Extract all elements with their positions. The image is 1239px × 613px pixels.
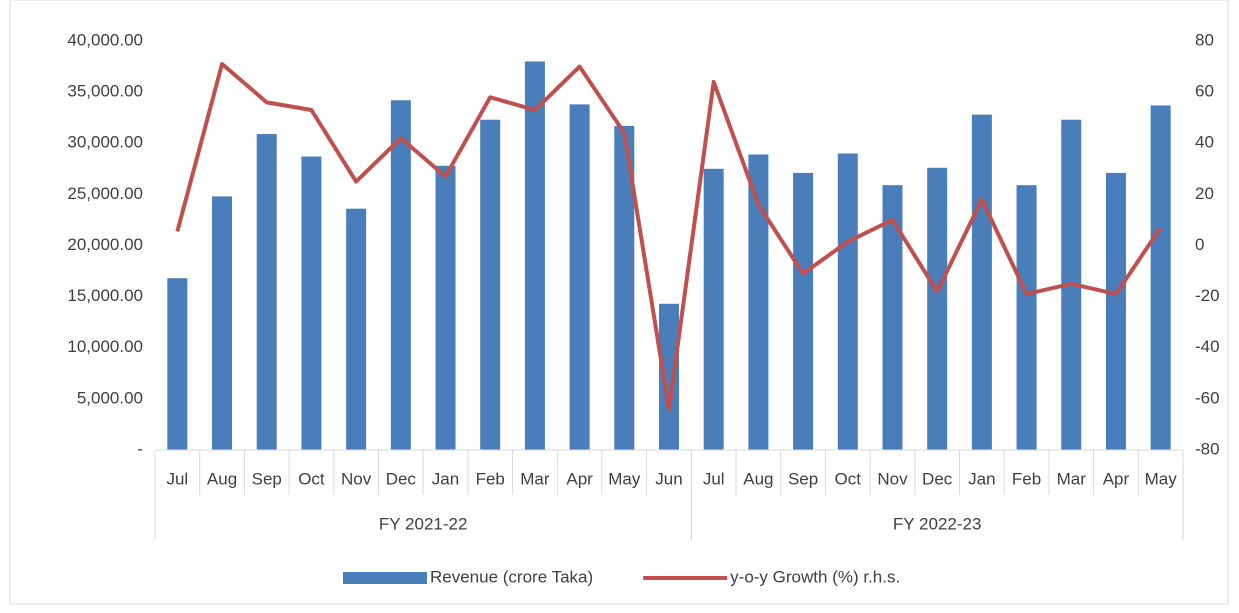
y-tick-label: 20,000.00 (67, 235, 143, 254)
y2-tick-label: -60 (1195, 388, 1220, 407)
bar (390, 100, 411, 451)
y-tick-label: 15,000.00 (67, 286, 143, 305)
bar (167, 278, 188, 450)
bar (927, 167, 948, 451)
x-tick-label: Dec (386, 469, 417, 488)
line-series (175, 62, 1163, 412)
legend-swatch (343, 572, 427, 584)
x-tick-label: Sep (788, 469, 818, 488)
y-tick-label: - (137, 439, 143, 458)
x-tick-label: Nov (341, 469, 372, 488)
bar (569, 104, 590, 451)
y-tick-label: 35,000.00 (67, 82, 143, 101)
group-label: FY 2022-23 (893, 514, 982, 533)
bar (748, 154, 769, 450)
bar (703, 168, 724, 450)
x-tick-label: Apr (1103, 469, 1130, 488)
x-tick-label: Oct (835, 469, 862, 488)
bar (837, 153, 858, 450)
y2-tick-label: 40 (1195, 133, 1214, 152)
x-tick-label: Dec (922, 469, 953, 488)
x-tick-label: May (608, 469, 641, 488)
x-tick-label: Jul (703, 469, 725, 488)
bar (793, 172, 814, 450)
bar (1150, 105, 1171, 450)
y-tick-label: 25,000.00 (67, 184, 143, 203)
x-tick-label: Oct (298, 469, 325, 488)
x-tick-label: Mar (520, 469, 550, 488)
bar (435, 165, 456, 450)
x-tick-label: Feb (476, 469, 505, 488)
y2-tick-label: -40 (1195, 337, 1220, 356)
bar (659, 303, 679, 450)
bar (256, 134, 277, 451)
x-tick-label: Jun (655, 469, 682, 488)
x-tick-label: Feb (1012, 469, 1041, 488)
bar (882, 185, 903, 451)
bar (212, 196, 233, 450)
y-tick-label: 30,000.00 (67, 133, 143, 152)
bar (346, 208, 367, 450)
y2-tick-label: 0 (1195, 235, 1204, 254)
x-tick-label: Jan (968, 469, 995, 488)
x-tick-label: Aug (207, 469, 237, 488)
y-tick-label: 10,000.00 (67, 337, 143, 356)
y2-tick-label: 60 (1195, 82, 1214, 101)
bar (614, 125, 635, 451)
x-tick-label: Sep (252, 469, 282, 488)
legend-label: Revenue (crore Taka) (430, 567, 593, 586)
x-tick-label: Mar (1057, 469, 1087, 488)
x-tick-label: May (1145, 469, 1178, 488)
group-label: FY 2021-22 (379, 514, 468, 533)
bar (480, 119, 501, 451)
y2-tick-label: -80 (1195, 439, 1220, 458)
y2-tick-label: 80 (1195, 30, 1214, 49)
x-tick-label: Jan (432, 469, 459, 488)
legend-label: y-o-y Growth (%) r.h.s. (730, 567, 900, 586)
y2-tick-label: 20 (1195, 184, 1214, 203)
x-tick-label: Jul (166, 469, 188, 488)
x-tick-label: Aug (743, 469, 773, 488)
bar (971, 114, 992, 451)
bar (524, 61, 545, 450)
y-tick-label: 5,000.00 (77, 388, 143, 407)
bar (1105, 172, 1126, 450)
x-tick-label: Apr (566, 469, 593, 488)
y-tick-label: 40,000.00 (67, 30, 143, 49)
y2-tick-label: -20 (1195, 286, 1220, 305)
bar (1016, 185, 1037, 451)
bar (301, 156, 322, 451)
x-tick-label: Nov (877, 469, 908, 488)
chart-border (9, 0, 1229, 605)
